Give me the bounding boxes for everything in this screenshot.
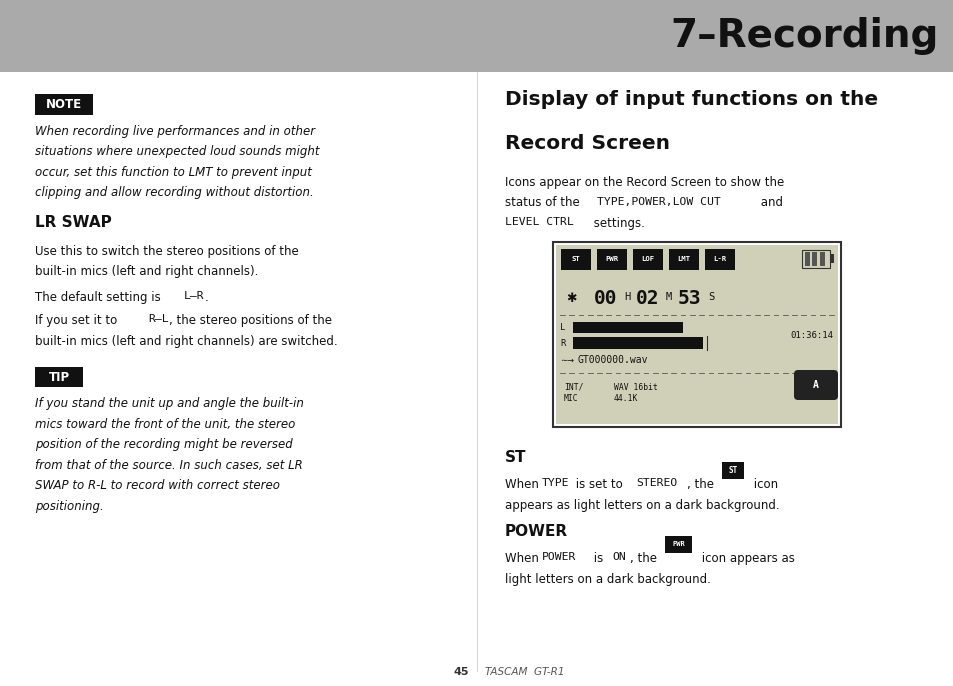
- Text: position of the recording might be reversed: position of the recording might be rever…: [35, 438, 293, 451]
- Text: ∼→: ∼→: [559, 355, 574, 364]
- Text: positioning.: positioning.: [35, 500, 104, 513]
- Text: R–L: R–L: [148, 314, 169, 324]
- Text: LR SWAP: LR SWAP: [35, 215, 112, 230]
- FancyBboxPatch shape: [793, 370, 837, 400]
- Bar: [633, 249, 662, 270]
- Text: PWR: PWR: [605, 257, 618, 262]
- Text: built-in mics (left and right channels) are switched.: built-in mics (left and right channels) …: [35, 335, 337, 348]
- Text: settings.: settings.: [589, 217, 643, 230]
- Text: A: A: [812, 380, 818, 390]
- Text: ST: ST: [727, 466, 737, 475]
- Bar: [829, 255, 833, 263]
- Text: S: S: [707, 292, 714, 302]
- Text: 7–Recording: 7–Recording: [670, 17, 938, 55]
- Text: L-R: L-R: [713, 257, 726, 262]
- Text: , the: , the: [629, 552, 660, 565]
- Text: TYPE: TYPE: [541, 478, 568, 488]
- Text: LOF: LOF: [640, 257, 654, 262]
- Text: 53: 53: [678, 289, 700, 308]
- Text: icon: icon: [749, 478, 778, 491]
- Text: TIP: TIP: [49, 371, 70, 384]
- Text: , the stereo positions of the: , the stereo positions of the: [169, 314, 332, 327]
- Text: clipping and allow recording without distortion.: clipping and allow recording without dis…: [35, 187, 314, 200]
- Text: STEREO: STEREO: [636, 478, 677, 488]
- Text: is: is: [589, 552, 606, 565]
- Text: appears as light letters on a dark background.: appears as light letters on a dark backg…: [504, 499, 779, 512]
- Text: NOTE: NOTE: [46, 98, 82, 111]
- Bar: [811, 252, 817, 265]
- Text: , the: , the: [686, 478, 717, 491]
- Text: icon appears as: icon appears as: [698, 552, 794, 565]
- Text: When: When: [504, 552, 542, 565]
- Text: SWAP to R-L to record with correct stereo: SWAP to R-L to record with correct stere…: [35, 480, 280, 493]
- Text: light letters on a dark background.: light letters on a dark background.: [504, 573, 710, 585]
- Bar: [819, 252, 824, 265]
- Text: When: When: [504, 478, 542, 491]
- Text: ST: ST: [571, 257, 579, 262]
- Text: 45: 45: [453, 667, 469, 677]
- Text: .: .: [205, 291, 209, 304]
- Text: occur, set this function to LMT to prevent input: occur, set this function to LMT to preve…: [35, 166, 312, 179]
- Bar: [556, 245, 837, 424]
- Text: 00: 00: [594, 289, 617, 308]
- Text: Display of input functions on the: Display of input functions on the: [504, 90, 877, 109]
- Text: When recording live performances and in other: When recording live performances and in …: [35, 125, 314, 138]
- Bar: [553, 242, 841, 427]
- Text: PWR: PWR: [672, 541, 684, 547]
- Text: L–R: L–R: [184, 291, 204, 301]
- Text: built-in mics (left and right channels).: built-in mics (left and right channels).: [35, 265, 258, 279]
- Bar: [668, 249, 699, 270]
- Bar: [801, 250, 829, 268]
- Bar: [35, 94, 92, 115]
- Text: L: L: [559, 323, 565, 332]
- Text: 01:36:14: 01:36:14: [789, 331, 832, 340]
- Text: situations where unexpected loud sounds might: situations where unexpected loud sounds …: [35, 145, 319, 158]
- Text: INT/
MIC: INT/ MIC: [563, 383, 583, 403]
- Bar: [560, 249, 590, 270]
- Text: Use this to switch the stereo positions of the: Use this to switch the stereo positions …: [35, 245, 298, 258]
- Bar: [597, 249, 626, 270]
- Bar: [573, 322, 682, 333]
- Text: WAV 16bit
44.1K: WAV 16bit 44.1K: [614, 383, 658, 403]
- Text: The default setting is: The default setting is: [35, 291, 164, 304]
- Text: and: and: [757, 196, 782, 209]
- Text: Record Screen: Record Screen: [504, 134, 669, 153]
- Text: GT000000.wav: GT000000.wav: [578, 355, 648, 365]
- Text: Icons appear on the Record Screen to show the: Icons appear on the Record Screen to sho…: [504, 176, 783, 189]
- Text: POWER: POWER: [504, 524, 568, 539]
- Text: LMT: LMT: [677, 257, 690, 262]
- Text: If you stand the unit up and angle the built-in: If you stand the unit up and angle the b…: [35, 397, 304, 410]
- Text: R: R: [559, 338, 565, 348]
- Bar: [704, 249, 734, 270]
- Text: ST: ST: [504, 450, 526, 465]
- Bar: [573, 337, 702, 348]
- Bar: [721, 462, 743, 479]
- Text: status of the: status of the: [504, 196, 583, 209]
- Text: If you set it to: If you set it to: [35, 314, 121, 327]
- Text: mics toward the front of the unit, the stereo: mics toward the front of the unit, the s…: [35, 418, 295, 431]
- Bar: [0, 0, 953, 72]
- Text: TASCAM  GT-R1: TASCAM GT-R1: [484, 667, 564, 677]
- Text: POWER: POWER: [541, 552, 576, 562]
- Text: LEVEL CTRL: LEVEL CTRL: [504, 217, 573, 227]
- Text: ✱: ✱: [565, 292, 576, 305]
- Text: TYPE,POWER,LOW CUT: TYPE,POWER,LOW CUT: [597, 196, 720, 206]
- Text: is set to: is set to: [571, 478, 625, 491]
- Bar: [35, 368, 83, 388]
- Text: M: M: [665, 292, 672, 302]
- Bar: [664, 536, 691, 553]
- Text: from that of the source. In such cases, set LR: from that of the source. In such cases, …: [35, 459, 302, 472]
- Text: H: H: [623, 292, 630, 302]
- Text: ON: ON: [612, 552, 625, 562]
- Bar: [803, 252, 809, 265]
- Text: 02: 02: [636, 289, 659, 308]
